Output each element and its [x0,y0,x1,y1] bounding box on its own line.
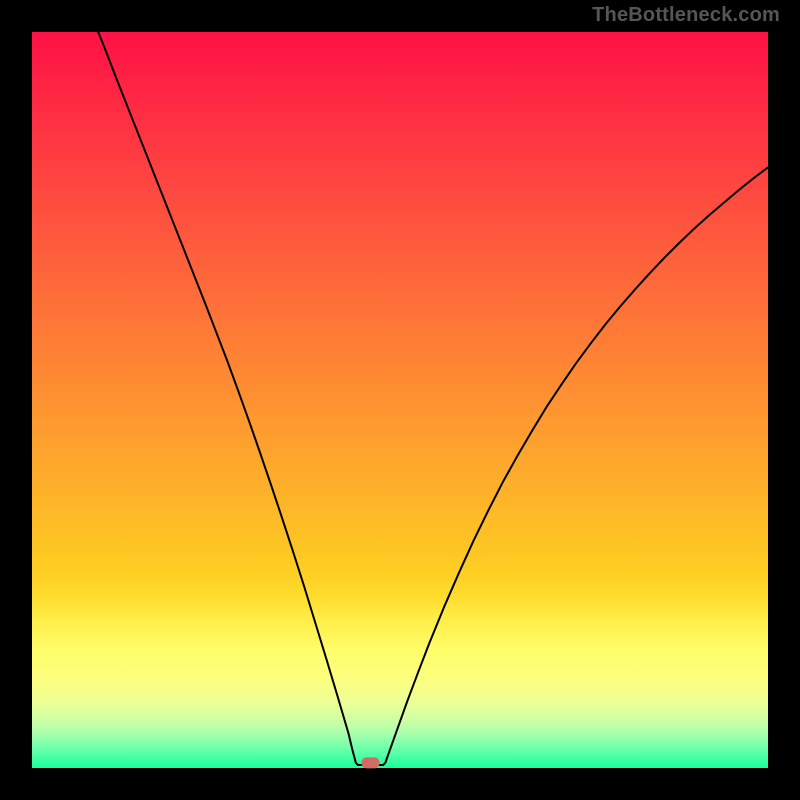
watermark-text: TheBottleneck.com [592,4,780,27]
optimum-marker [362,757,380,768]
bottleneck-chart [0,0,800,800]
chart-frame: TheBottleneck.com [0,0,800,800]
